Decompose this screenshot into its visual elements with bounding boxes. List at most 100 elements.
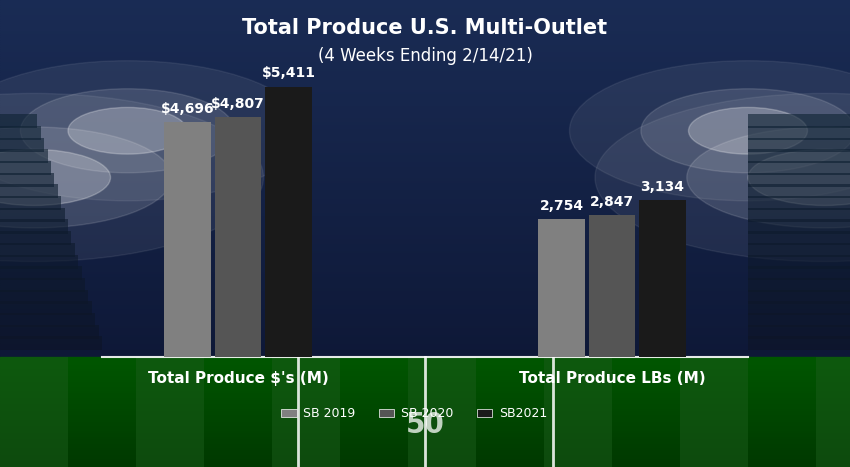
Bar — [0, 434, 850, 436]
Bar — [0, 196, 61, 210]
Bar — [748, 114, 850, 128]
Bar — [0, 229, 850, 231]
Bar — [0, 399, 850, 402]
Bar — [748, 313, 850, 327]
Text: SB 2020: SB 2020 — [401, 407, 454, 420]
Bar — [281, 409, 297, 417]
Bar — [0, 68, 850, 70]
Ellipse shape — [748, 149, 850, 205]
Bar — [0, 460, 850, 463]
Bar — [0, 397, 850, 399]
Ellipse shape — [595, 93, 850, 262]
Bar — [0, 56, 850, 58]
Bar — [0, 177, 850, 180]
Bar — [0, 77, 850, 79]
Bar — [0, 437, 850, 439]
Ellipse shape — [641, 89, 850, 173]
Text: $5,411: $5,411 — [262, 66, 315, 80]
Bar — [0, 341, 850, 343]
Bar — [379, 409, 394, 417]
Bar — [0, 114, 37, 128]
Bar — [748, 325, 850, 339]
Bar — [0, 441, 850, 443]
Bar — [0, 413, 850, 416]
Bar — [0, 243, 75, 257]
Ellipse shape — [68, 107, 187, 154]
Bar — [0, 441, 850, 444]
Bar — [0, 403, 850, 405]
Bar — [0, 245, 850, 248]
Bar — [0, 455, 850, 458]
Text: $4,807: $4,807 — [211, 97, 265, 111]
Bar — [0, 325, 99, 339]
Ellipse shape — [0, 149, 110, 205]
Bar — [0, 456, 850, 458]
Ellipse shape — [20, 89, 235, 173]
Bar — [588, 215, 635, 357]
Bar — [0, 128, 850, 131]
Bar — [0, 271, 850, 273]
Bar — [0, 182, 850, 184]
Bar — [0, 40, 850, 42]
Text: (4 Weeks Ending 2/14/21): (4 Weeks Ending 2/14/21) — [318, 47, 532, 65]
Bar — [0, 126, 850, 128]
Text: 2,847: 2,847 — [590, 195, 634, 209]
Bar — [0, 399, 850, 401]
Bar — [0, 161, 51, 175]
Bar — [0, 369, 850, 371]
Bar — [0, 411, 850, 413]
Bar — [748, 208, 850, 222]
Bar — [0, 382, 850, 383]
Bar — [0, 417, 850, 419]
Bar — [0, 133, 850, 135]
Bar — [0, 276, 850, 278]
Bar — [0, 105, 850, 107]
Bar — [0, 264, 850, 266]
Bar — [0, 215, 850, 217]
Bar — [748, 243, 850, 257]
Bar — [0, 367, 850, 369]
Bar — [0, 364, 850, 366]
Bar — [0, 379, 850, 382]
Bar — [0, 23, 850, 26]
Bar — [0, 63, 850, 65]
Bar — [0, 103, 850, 105]
Bar — [748, 126, 850, 140]
Bar — [0, 187, 850, 189]
Bar — [0, 280, 850, 283]
Bar — [0, 454, 850, 456]
Bar — [0, 292, 850, 294]
Bar — [0, 35, 850, 37]
Bar — [0, 257, 850, 259]
Bar — [0, 401, 850, 403]
Text: 50: 50 — [405, 411, 445, 439]
Bar — [748, 336, 850, 350]
Bar — [748, 290, 850, 304]
Bar — [0, 449, 850, 452]
Bar — [0, 212, 850, 215]
Bar — [0, 28, 850, 30]
Bar — [0, 357, 850, 360]
Ellipse shape — [688, 107, 807, 154]
Bar — [0, 86, 850, 89]
Bar — [0, 89, 850, 91]
Bar — [0, 425, 850, 427]
Bar — [0, 184, 850, 187]
Bar — [748, 138, 850, 152]
Bar — [0, 465, 850, 467]
Bar — [477, 409, 492, 417]
Bar — [0, 149, 48, 163]
Bar — [0, 252, 850, 255]
Bar — [0, 448, 850, 451]
Bar — [0, 444, 850, 446]
Bar — [0, 353, 850, 355]
Bar — [748, 219, 850, 234]
Bar — [0, 278, 85, 292]
Bar — [0, 47, 850, 49]
Bar — [0, 226, 850, 229]
Bar — [0, 5, 850, 7]
Bar — [0, 37, 850, 40]
Bar — [0, 432, 850, 434]
Bar — [0, 255, 78, 269]
Bar — [0, 336, 102, 350]
